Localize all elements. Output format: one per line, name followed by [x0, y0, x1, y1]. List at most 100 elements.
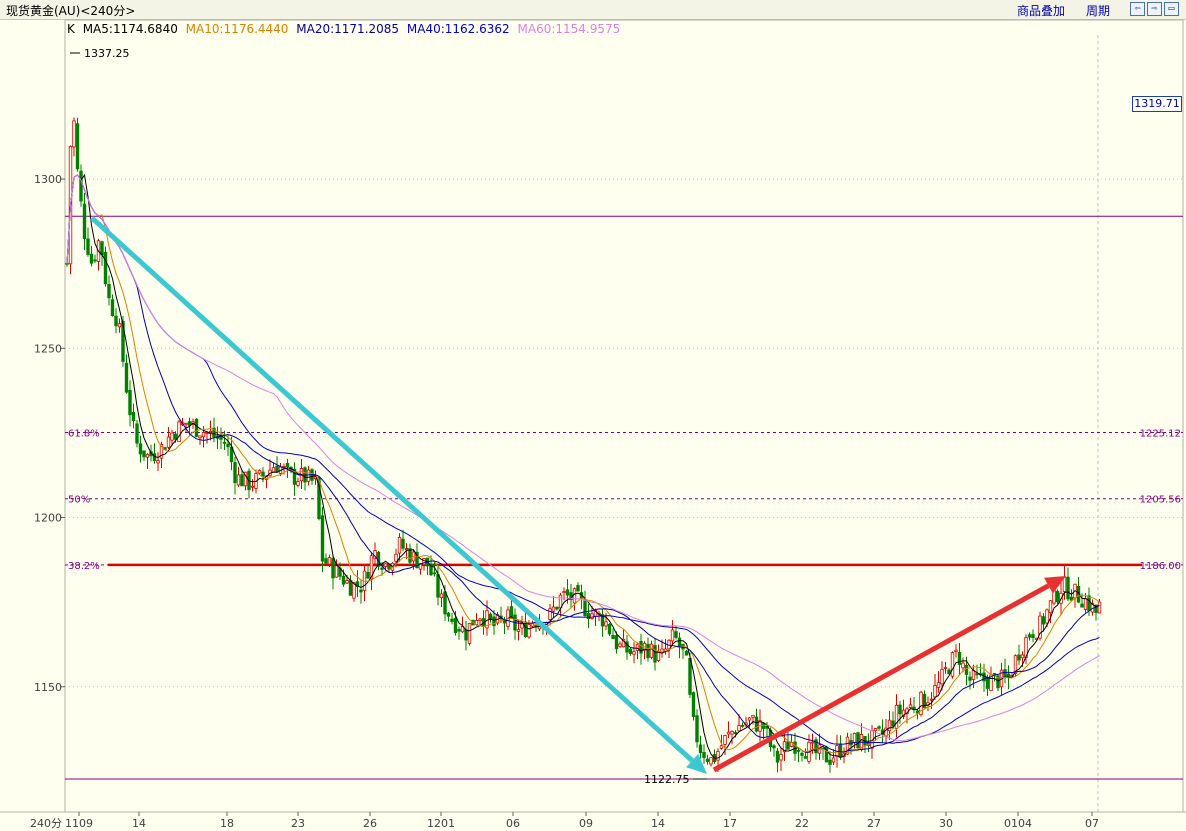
candle-up [264, 475, 269, 480]
candle-down [877, 726, 881, 729]
candle-up [254, 473, 258, 489]
candle-up [68, 145, 73, 265]
candle-down [100, 241, 104, 256]
candle-down [415, 551, 419, 569]
candle-down [600, 614, 605, 627]
candle-down [803, 756, 808, 759]
candle-up [919, 691, 923, 716]
candle-down [513, 614, 517, 631]
ma60-line [66, 174, 1100, 742]
candle-down [138, 443, 143, 455]
candle-down [366, 571, 370, 579]
candle-up [383, 563, 388, 567]
candle-down [1066, 576, 1070, 600]
candle-up [751, 714, 755, 718]
candle-down [880, 729, 885, 736]
candle-up [345, 580, 349, 584]
candle-up [506, 609, 510, 627]
candle-up [929, 698, 934, 701]
candle-down [348, 580, 353, 596]
candle-up [859, 734, 864, 751]
overlay-menu-link[interactable]: 商品叠加 [1017, 4, 1066, 18]
candle-down [212, 427, 216, 438]
candle-down [625, 641, 629, 653]
candle-up [551, 606, 556, 612]
candle-down [135, 423, 139, 444]
candle-up [1062, 576, 1067, 592]
candle-down [978, 673, 983, 676]
candle-up [198, 435, 202, 439]
candle-down [947, 669, 951, 675]
candle-up [530, 622, 535, 627]
candle-up [191, 421, 195, 425]
candle-up [807, 741, 811, 762]
maximize-icon[interactable]: ▭ [1164, 2, 1179, 16]
candle-down [408, 548, 412, 563]
candle-down [761, 723, 766, 729]
ma20-line [66, 174, 1100, 753]
candle-up [282, 466, 286, 468]
candle-down [226, 443, 230, 448]
candle-up [950, 652, 955, 677]
candle-down [828, 759, 832, 765]
x-tick-label: 14 [132, 817, 146, 830]
candle-down [786, 741, 790, 750]
x-tick-label: 1201 [427, 817, 455, 830]
scroll-right-icon[interactable]: ⇨ [1147, 2, 1162, 16]
candle-down [247, 470, 251, 491]
candle-down [219, 434, 223, 440]
x-tick-label: 26 [363, 817, 377, 830]
candle-down [772, 745, 776, 749]
candle-down [114, 315, 118, 327]
candle-up [656, 652, 661, 661]
candle-down [653, 645, 657, 663]
candle-down [331, 558, 335, 579]
candle-up [334, 565, 339, 578]
ma5-line [66, 173, 1100, 759]
candle-down [768, 729, 773, 747]
candle-up [250, 485, 255, 488]
candle-up [313, 476, 318, 480]
candle-down [380, 567, 384, 570]
candle-up [474, 619, 479, 625]
candle-down [922, 693, 927, 708]
candle-up [180, 422, 185, 426]
candle-down [429, 564, 433, 576]
candle-up [1024, 637, 1028, 658]
candle-down [1006, 673, 1011, 678]
candle-up [278, 466, 283, 474]
candle-up [268, 469, 272, 477]
period-menu-link[interactable]: 周期 [1086, 4, 1111, 18]
candle-down [163, 447, 167, 450]
candle-up [954, 649, 958, 652]
candle-up [884, 727, 888, 737]
candle-down [93, 259, 97, 262]
candle-down [457, 629, 461, 632]
candle-down [1069, 596, 1074, 601]
candle-up [905, 708, 909, 714]
candle-down [86, 238, 90, 255]
candle-up [835, 745, 839, 757]
candle-down [1017, 654, 1021, 661]
x-tick-label: 27 [867, 817, 881, 830]
candle-down [492, 616, 496, 627]
candle-down [471, 619, 475, 626]
candle-down [964, 664, 969, 675]
candle-up [744, 722, 748, 726]
candle-down [534, 625, 538, 628]
uptrend-arrow-shaft [712, 583, 1050, 773]
scroll-left-icon[interactable]: ⇦ [1130, 2, 1145, 16]
y-tick-label: 1150 [34, 681, 62, 694]
candle-down [733, 732, 738, 734]
candle-up [170, 432, 174, 441]
candle-up [782, 741, 787, 753]
candle-up [810, 741, 815, 744]
candle-down [233, 462, 237, 484]
candle-down [75, 123, 80, 170]
fib-value-label: 1186.00 [1140, 561, 1181, 572]
candle-up [478, 618, 482, 621]
candle-down [82, 203, 87, 239]
candle-up [817, 744, 822, 754]
candle-down [712, 754, 717, 763]
